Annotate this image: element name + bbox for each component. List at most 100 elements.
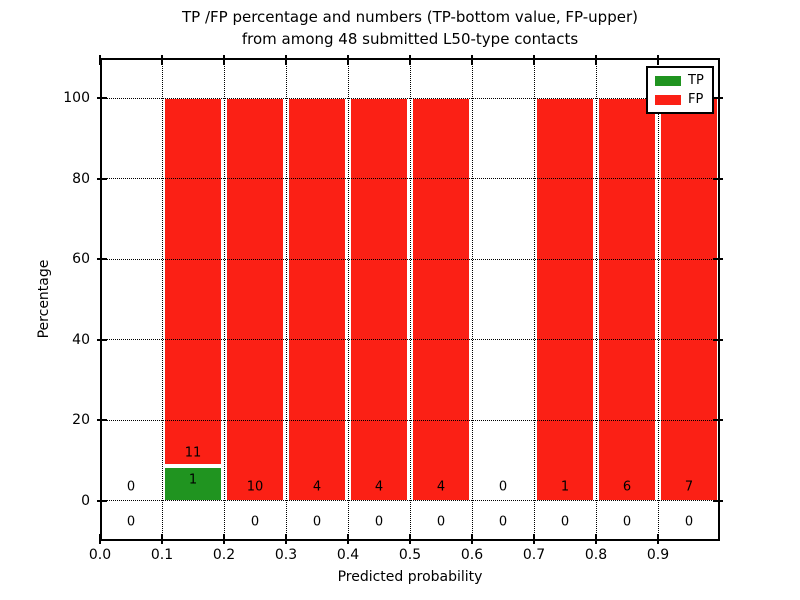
x-tick-mark-top xyxy=(161,55,163,65)
y-tick-mark-left xyxy=(97,258,107,261)
x-tick-label: 0.7 xyxy=(522,547,546,563)
tp-count-label: 0 xyxy=(374,514,384,530)
y-tick-mark-left xyxy=(97,177,107,180)
bar-segment-fp xyxy=(412,98,470,501)
grid-line-vertical xyxy=(161,58,163,541)
grid-line-vertical xyxy=(471,58,473,541)
y-tick-mark-right xyxy=(713,338,723,341)
y-tick-mark-left xyxy=(97,499,107,502)
grid-line-vertical xyxy=(285,58,287,541)
bar-segment-fp xyxy=(536,98,594,501)
x-tick-mark-bottom xyxy=(161,534,163,544)
grid-line-vertical xyxy=(347,58,349,541)
tp-count-label: 0 xyxy=(250,514,260,530)
fp-count-label: 10 xyxy=(246,479,264,495)
x-tick-mark-top xyxy=(409,55,411,65)
chart-title-line-1: TP /FP percentage and numbers (TP-bottom… xyxy=(182,8,638,26)
y-tick-label: 60 xyxy=(72,251,90,268)
fp-count-label: 7 xyxy=(684,479,694,495)
y-tick-label: 0 xyxy=(81,492,90,509)
fp-count-label: 4 xyxy=(374,479,384,495)
x-tick-mark-bottom xyxy=(347,534,349,544)
y-tick-mark-right xyxy=(713,177,723,180)
grid-line-vertical xyxy=(533,58,535,541)
legend: TP FP xyxy=(646,66,714,114)
legend-label-fp: FP xyxy=(688,92,704,107)
x-tick-mark-top xyxy=(223,55,225,65)
legend-swatch-tp-icon xyxy=(655,75,681,86)
y-tick-mark-left xyxy=(97,338,107,341)
y-tick-label: 80 xyxy=(72,170,90,187)
x-tick-mark-bottom xyxy=(285,534,287,544)
x-tick-mark-bottom xyxy=(533,534,535,544)
tp-count-label: 0 xyxy=(126,514,136,530)
y-tick-label: 20 xyxy=(72,412,90,429)
x-tick-label: 0.9 xyxy=(646,547,670,563)
y-tick-label: 40 xyxy=(72,331,90,348)
x-tick-mark-bottom xyxy=(595,534,597,544)
x-tick-label: 0.4 xyxy=(336,547,360,563)
grid-line-vertical xyxy=(657,58,659,541)
fp-count-label: 4 xyxy=(436,479,446,495)
legend-row: TP xyxy=(648,74,712,87)
tp-count-label: 0 xyxy=(560,514,570,530)
x-tick-label: 0.2 xyxy=(212,547,236,563)
grid-line-vertical xyxy=(409,58,411,541)
y-tick-mark-right xyxy=(713,258,723,261)
grid-line-vertical xyxy=(223,58,225,541)
y-tick-mark-right xyxy=(713,97,723,100)
tp-count-label: 0 xyxy=(312,514,322,530)
x-tick-label: 0.1 xyxy=(150,547,174,563)
x-axis-label: Predicted probability xyxy=(337,569,483,585)
x-tick-mark-bottom xyxy=(99,534,101,544)
bar-segment-fp xyxy=(350,98,408,501)
chart-title: TP /FP percentage and numbers (TP-bottom… xyxy=(100,6,720,50)
x-tick-mark-bottom xyxy=(409,534,411,544)
x-tick-label: 0.0 xyxy=(88,547,112,563)
fp-count-label: 4 xyxy=(312,479,322,495)
bar-segment-fp xyxy=(164,98,222,466)
x-tick-mark-bottom xyxy=(657,534,659,544)
fp-count-label: 11 xyxy=(184,445,202,461)
fp-count-label: 0 xyxy=(126,479,136,495)
y-axis-label: Percentage xyxy=(36,259,52,339)
plot-area: 0 0 11 1 10 0 4 0 4 0 4 0 0 0 1 0 6 0 7 0 xyxy=(97,55,723,544)
y-tick-mark-left xyxy=(97,419,107,422)
y-tick-mark-right xyxy=(713,499,723,502)
legend-row: FP xyxy=(648,93,712,106)
y-tick-mark-left xyxy=(97,97,107,100)
x-tick-label: 0.8 xyxy=(584,547,608,563)
fp-count-label: 0 xyxy=(498,479,508,495)
bar-segment-fp xyxy=(660,98,718,501)
x-tick-mark-bottom xyxy=(471,534,473,544)
x-tick-mark-bottom xyxy=(223,534,225,544)
legend-swatch-fp-icon xyxy=(655,94,681,105)
x-tick-mark-top xyxy=(99,55,101,65)
x-tick-mark-top xyxy=(595,55,597,65)
x-tick-mark-top xyxy=(471,55,473,65)
tp-count-label: 0 xyxy=(622,514,632,530)
bar-segment-fp xyxy=(288,98,346,501)
legend-label-tp: TP xyxy=(688,73,704,88)
x-tick-mark-top xyxy=(533,55,535,65)
y-tick-label: 100 xyxy=(63,90,90,107)
tp-count-label: 0 xyxy=(436,514,446,530)
tp-count-label: 0 xyxy=(498,514,508,530)
x-tick-label: 0.3 xyxy=(274,547,298,563)
chart-title-line-2: from among 48 submitted L50-type contact… xyxy=(241,30,579,48)
bar-segment-tp xyxy=(164,467,222,501)
fp-count-label: 6 xyxy=(622,479,632,495)
y-tick-mark-right xyxy=(713,419,723,422)
bar-segment-fp xyxy=(598,98,656,501)
x-tick-label: 0.5 xyxy=(398,547,422,563)
grid-line-vertical xyxy=(595,58,597,541)
x-tick-mark-top xyxy=(285,55,287,65)
fp-count-label: 1 xyxy=(560,479,570,495)
bar-segment-fp xyxy=(226,98,284,501)
x-tick-mark-top xyxy=(347,55,349,65)
x-tick-mark-top xyxy=(657,55,659,65)
tp-count-label: 1 xyxy=(188,472,198,488)
tp-count-label: 0 xyxy=(684,514,694,530)
x-tick-label: 0.6 xyxy=(460,547,484,563)
